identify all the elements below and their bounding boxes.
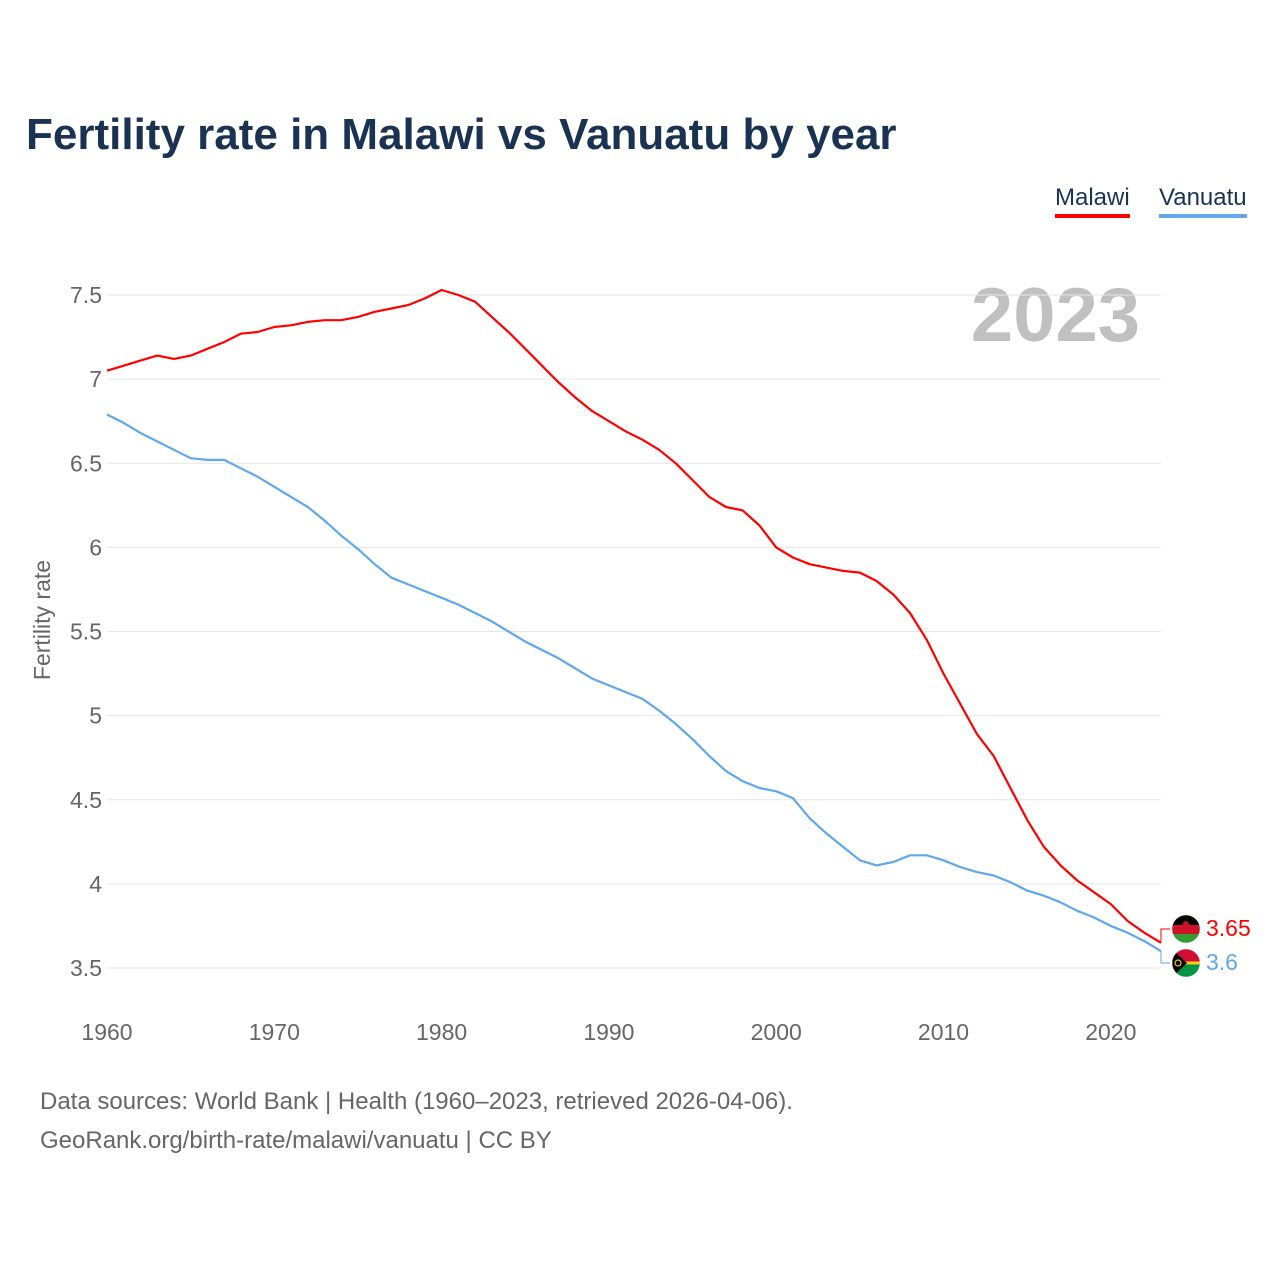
end-value-label-malawi: 3.65 (1206, 915, 1251, 941)
y-tick-label: 7 (89, 366, 102, 392)
y-tick-label: 4.5 (70, 787, 102, 813)
x-tick-label: 1990 (583, 1019, 634, 1045)
x-tick-label: 2010 (918, 1019, 969, 1045)
end-connector (1160, 928, 1170, 943)
series-line-vanuatu (106, 413, 1162, 953)
end-connector (1160, 951, 1170, 964)
x-tick-label: 1970 (249, 1019, 300, 1045)
malawi-flag-icon (1171, 914, 1201, 944)
end-value-label-vanuatu: 3.6 (1206, 949, 1238, 975)
legend-vanuatu[interactable]: Vanuatu (1159, 184, 1247, 218)
y-tick-label: 5.5 (70, 619, 102, 645)
y-tick-label: 6 (89, 534, 102, 560)
y-tick-label: 5 (89, 703, 102, 729)
x-tick-label: 1980 (416, 1019, 467, 1045)
legend-malawi[interactable]: Malawi (1055, 184, 1130, 218)
series-line-malawi (106, 288, 1162, 944)
x-tick-label: 1960 (81, 1019, 132, 1045)
y-axis-label: Fertility rate (29, 560, 55, 680)
chart-title: Fertility rate in Malawi vs Vanuatu by y… (26, 110, 897, 159)
x-tick-label: 2020 (1085, 1019, 1136, 1045)
y-tick-label: 4 (89, 871, 102, 897)
year-watermark: 2023 (971, 273, 1140, 358)
credit-link[interactable]: GeoRank.org/birth-rate/malawi/vanuatu | … (40, 1127, 552, 1154)
y-tick-label: 7.5 (70, 282, 102, 308)
x-tick-label: 2000 (751, 1019, 802, 1045)
vanuatu-flag-icon (1171, 948, 1201, 978)
y-tick-label: 3.5 (70, 955, 102, 981)
y-tick-label: 6.5 (70, 450, 102, 476)
data-sources: Data sources: World Bank | Health (1960–… (40, 1088, 793, 1115)
